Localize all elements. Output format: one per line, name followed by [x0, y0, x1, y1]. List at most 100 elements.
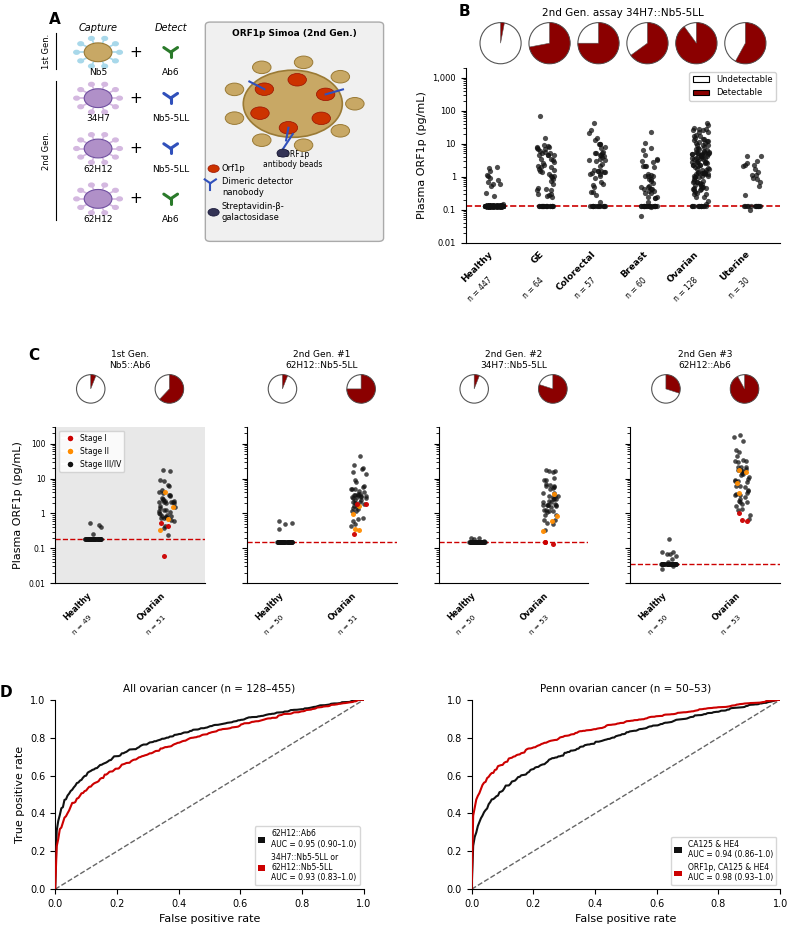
Wedge shape [474, 374, 479, 388]
Point [488, 198, 500, 213]
Point [596, 156, 608, 171]
Point [492, 198, 505, 213]
Point [485, 198, 498, 213]
Point [160, 503, 173, 518]
Point [481, 198, 494, 213]
Point [481, 198, 494, 213]
Point [667, 544, 680, 559]
Point [490, 198, 503, 213]
Point [482, 198, 495, 213]
Point [487, 198, 500, 213]
Point [484, 198, 496, 213]
Point [278, 534, 291, 549]
Point [545, 494, 557, 509]
Point [283, 534, 296, 549]
Point [482, 198, 495, 213]
Text: Capture: Capture [79, 23, 117, 33]
Point [277, 534, 289, 549]
Point [162, 477, 174, 492]
Point [283, 534, 296, 549]
Point [464, 534, 477, 549]
Point [482, 198, 495, 213]
Point [492, 198, 505, 213]
Point [481, 198, 493, 213]
Point [481, 198, 494, 213]
Point [693, 169, 705, 184]
Point [489, 198, 502, 213]
Point [164, 464, 177, 479]
Point [479, 198, 492, 213]
Point [532, 181, 545, 196]
Point [660, 547, 673, 562]
Point [483, 198, 496, 213]
Point [483, 198, 496, 213]
Point [692, 165, 704, 180]
Point [153, 485, 165, 500]
Point [531, 158, 544, 173]
Text: D: D [0, 685, 13, 700]
Point [485, 179, 497, 194]
Point [496, 198, 508, 213]
Point [735, 463, 748, 478]
Point [93, 532, 106, 547]
Point [539, 534, 552, 549]
Point [690, 151, 702, 166]
Text: C: C [28, 347, 39, 363]
Point [351, 512, 364, 527]
Point [586, 198, 599, 213]
Point [694, 183, 707, 197]
Point [639, 186, 652, 201]
Point [541, 148, 554, 163]
Point [162, 512, 175, 527]
Point [479, 198, 492, 213]
Text: Healthy: Healthy [62, 591, 93, 622]
Y-axis label: True positive rate: True positive rate [14, 746, 24, 843]
X-axis label: False positive rate: False positive rate [158, 914, 260, 925]
Point [488, 198, 500, 213]
Point [489, 198, 502, 213]
Text: 62H12: 62H12 [84, 165, 113, 174]
Point [495, 198, 507, 213]
Point [730, 487, 742, 502]
Point [741, 495, 753, 510]
Point [692, 198, 704, 213]
Point [492, 198, 505, 213]
Point [742, 472, 754, 487]
Point [485, 198, 497, 213]
Point [93, 532, 106, 547]
Point [597, 198, 610, 213]
Text: Ovarian: Ovarian [327, 591, 359, 622]
Point [594, 148, 607, 163]
Circle shape [252, 61, 271, 74]
Point [637, 198, 650, 213]
Point [157, 491, 169, 506]
Point [599, 165, 611, 180]
Point [489, 198, 502, 213]
Point [482, 198, 495, 213]
Point [587, 178, 600, 193]
Point [645, 198, 658, 213]
Point [545, 168, 557, 183]
Point [696, 177, 708, 192]
Point [496, 197, 509, 212]
Point [494, 198, 507, 213]
Point [543, 464, 556, 479]
Point [699, 155, 712, 170]
Point [701, 168, 714, 183]
Point [648, 183, 660, 198]
Point [81, 532, 94, 547]
Point [702, 167, 715, 182]
Point [480, 198, 492, 213]
Point [466, 534, 479, 549]
Point [542, 493, 555, 508]
Point [693, 158, 706, 173]
Point [701, 149, 713, 164]
Point [545, 198, 558, 213]
Point [734, 478, 746, 493]
Point [729, 453, 742, 468]
Circle shape [295, 139, 313, 152]
Point [479, 198, 492, 213]
Point [541, 198, 554, 213]
Text: Uterine: Uterine [719, 250, 752, 283]
Y-axis label: Plasma ORF1p (pg/mL): Plasma ORF1p (pg/mL) [417, 91, 427, 219]
